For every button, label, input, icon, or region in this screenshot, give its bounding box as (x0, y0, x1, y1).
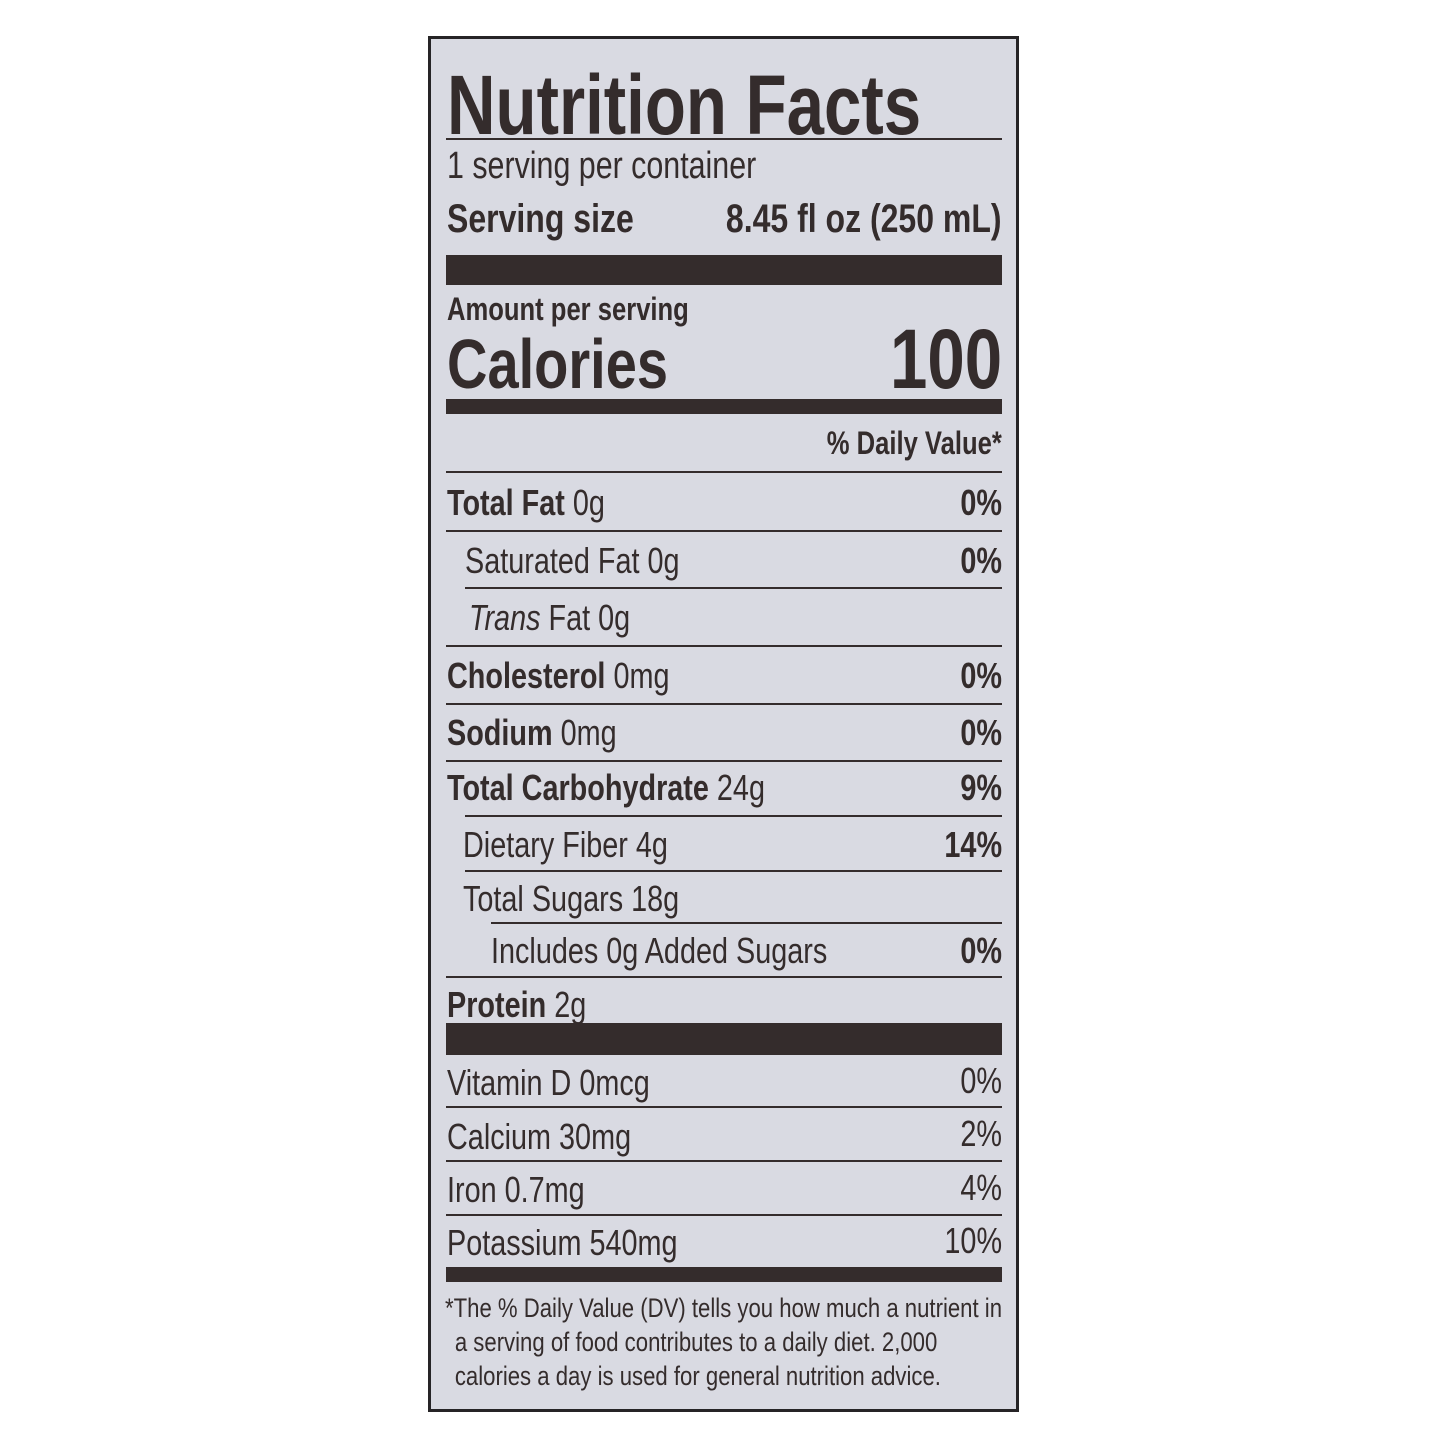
nutrient-trans-fat: Trans Fat 0g (469, 597, 631, 638)
footnote: *The % Daily Value (DV) tells you how mu… (445, 1293, 1003, 1391)
dv-potassium: 10% (944, 1220, 1002, 1261)
medium-divider (446, 399, 1002, 414)
divider (491, 922, 1002, 924)
nutrient-cholesterol: Cholesterol 0mg (447, 655, 670, 696)
medium-divider (446, 1267, 1002, 1282)
divider (446, 703, 1002, 705)
nutrient-sodium: Sodium 0mg (447, 712, 617, 753)
dv-cholesterol: 0% (960, 655, 1002, 696)
nutrient-saturated-fat: Saturated Fat 0g (465, 540, 680, 581)
divider (465, 870, 1002, 872)
divider (446, 645, 1002, 647)
calcium: Calcium 30mg (447, 1116, 632, 1157)
thick-divider (446, 1023, 1002, 1055)
thick-divider (446, 255, 1002, 285)
dv-total-carbohydrate: 9% (960, 767, 1002, 808)
nutrient-total-sugars: Total Sugars 18g (463, 878, 680, 919)
dv-added-sugars: 0% (960, 930, 1002, 971)
divider (465, 587, 1002, 589)
dv-saturated-fat: 0% (960, 540, 1002, 581)
dv-dietary-fiber: 14% (944, 824, 1002, 865)
amount-per-serving: Amount per serving (447, 291, 689, 327)
nutrient-total-fat: Total Fat 0g (447, 482, 605, 523)
divider (446, 471, 1002, 473)
nutrient-protein: Protein 2g (447, 984, 587, 1025)
dv-iron: 4% (960, 1167, 1002, 1208)
dv-sodium: 0% (960, 712, 1002, 753)
calories-label: Calories (447, 325, 668, 403)
daily-value-header: % Daily Value* (826, 425, 1002, 461)
nutrient-dietary-fiber: Dietary Fiber 4g (463, 824, 668, 865)
potassium: Potassium 540mg (447, 1222, 678, 1263)
iron: Iron 0.7mg (447, 1169, 585, 1210)
divider (446, 1106, 1002, 1108)
nutrient-added-sugars: Includes 0g Added Sugars (491, 930, 828, 971)
divider (446, 530, 1002, 532)
nutrition-facts-label: Nutrition Facts 1 serving per container … (428, 36, 1019, 1412)
dv-vitamin-d: 0% (960, 1060, 1002, 1101)
divider (446, 976, 1002, 978)
dv-total-fat: 0% (960, 482, 1002, 523)
divider (446, 760, 1002, 762)
divider (446, 1160, 1002, 1162)
nutrient-total-carbohydrate: Total Carbohydrate 24g (447, 767, 765, 808)
divider (446, 138, 1002, 140)
label-title: Nutrition Facts (447, 58, 922, 152)
dv-calcium: 2% (960, 1113, 1002, 1154)
serving-size-value: 8.45 fl oz (250 mL) (726, 197, 1002, 241)
serving-size-label: Serving size (447, 197, 634, 241)
divider (446, 1214, 1002, 1216)
servings-per-container: 1 serving per container (447, 145, 757, 187)
calories-value: 100 (889, 312, 1002, 406)
divider (465, 815, 1002, 817)
vitamin-d: Vitamin D 0mcg (447, 1062, 650, 1103)
